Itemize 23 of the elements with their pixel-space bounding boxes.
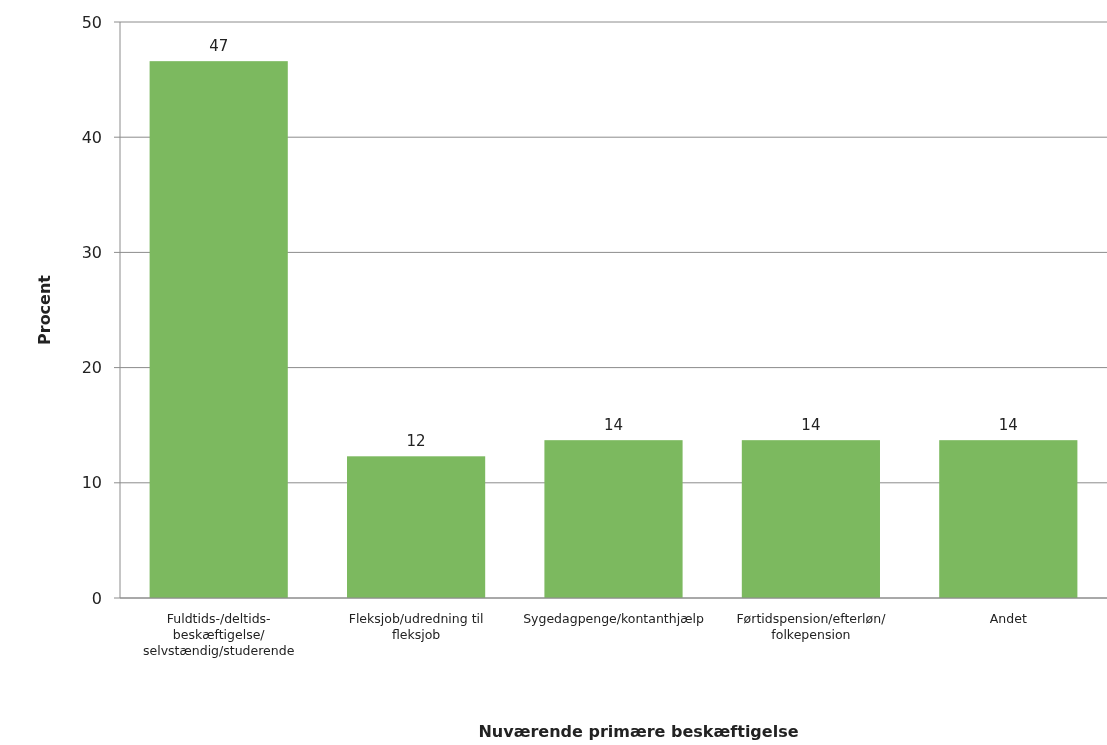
y-tick-label: 10 bbox=[81, 473, 102, 493]
data-label: 14 bbox=[801, 416, 821, 435]
y-tick-label: 20 bbox=[81, 358, 102, 378]
x-tick-label: Sygedagpenge/kontanthjælp bbox=[523, 611, 704, 626]
bar bbox=[939, 440, 1078, 598]
data-label: 14 bbox=[998, 416, 1018, 435]
data-label: 47 bbox=[209, 37, 229, 56]
y-tick-label: 50 bbox=[81, 12, 102, 32]
x-axis-title: Nuværende primære beskæftigelse bbox=[478, 722, 799, 741]
data-label: 14 bbox=[603, 416, 624, 435]
bar bbox=[347, 456, 486, 598]
x-tick-label: Fleksjob/udredning til fleksjob bbox=[348, 611, 484, 642]
data-label: 12 bbox=[406, 432, 426, 451]
y-axis-title: Procent bbox=[35, 274, 54, 345]
bar bbox=[149, 61, 288, 598]
y-tick-label: 40 bbox=[81, 127, 102, 147]
y-tick-label: 0 bbox=[91, 588, 102, 608]
x-tick-label: Andet bbox=[989, 611, 1027, 626]
bar bbox=[544, 440, 683, 598]
bar bbox=[741, 440, 880, 598]
y-tick-label: 30 bbox=[81, 243, 102, 262]
x-tick-label: Fuldtids-/deltids-beskæftigelse/selvstændig/studerende bbox=[143, 611, 295, 658]
x-tick-label: Førtidspension/efterløn/folkepension bbox=[736, 611, 887, 642]
